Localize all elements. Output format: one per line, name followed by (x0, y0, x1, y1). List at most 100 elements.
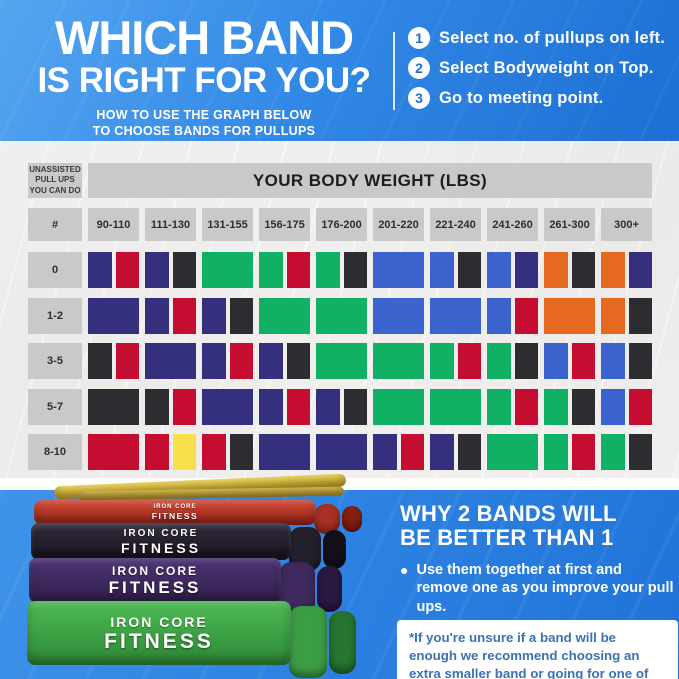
title-block: WHICH BAND IS RIGHT FOR YOU? HOW TO USE … (18, 14, 390, 140)
brand-line1: IRON CORE (110, 613, 208, 630)
band-swatch-red (88, 434, 139, 470)
brand-line2: FITNESS (104, 629, 214, 653)
band-swatch-black (145, 388, 169, 425)
promo-heading: WHY 2 BANDS WILL BE BETTER THAN 1 (400, 502, 676, 550)
band-swatch-royal (544, 343, 568, 379)
band-cell (544, 297, 595, 334)
band-swatch-navy (202, 343, 226, 379)
band-cell (373, 434, 424, 470)
band-swatch-black (628, 297, 652, 334)
band-cell (316, 343, 367, 379)
purple-band-face: IRON CORE FITNESS (29, 558, 281, 603)
green-band-fold2 (329, 611, 356, 674)
band-cell (373, 297, 424, 334)
band-cell (88, 297, 139, 334)
purple-band-fold2 (317, 566, 342, 612)
red-band-fold (314, 504, 340, 534)
band-cell (601, 434, 652, 470)
band-swatch-red (229, 343, 253, 379)
band-swatch-navy (202, 388, 253, 425)
band-swatch-black (571, 252, 595, 288)
brand-line2: FITNESS (120, 539, 202, 556)
band-swatch-navy (514, 252, 538, 288)
band-cell (88, 434, 139, 470)
band-selection-table: UNASSISTED PULL UPS YOU CAN DO YOUR BODY… (28, 163, 652, 480)
band-cell (430, 297, 481, 334)
band-swatch-orange (601, 252, 625, 288)
band-swatch-royal (487, 297, 511, 334)
brand-line1: IRON CORE (111, 564, 198, 578)
red-band-face: IRON CORE FITNESS (34, 500, 316, 525)
band-swatch-black (514, 343, 538, 379)
band-swatch-navy (373, 434, 397, 470)
band-swatch-red (172, 297, 196, 334)
band-swatch-green (487, 388, 511, 425)
row-label: 1-2 (28, 297, 82, 334)
table-row: 3-5 (28, 343, 652, 379)
step-3-text: Go to meeting point. (439, 88, 604, 107)
band-swatch-navy (259, 388, 283, 425)
table-row: 8-10 (28, 434, 652, 470)
band-cell (544, 388, 595, 425)
band-swatch-red (571, 343, 595, 379)
band-swatch-yellow (172, 434, 196, 470)
band-swatch-black (172, 252, 196, 288)
band-cell (88, 388, 139, 425)
step-3: 3 Go to meeting point. (408, 87, 665, 109)
black-band-face: IRON CORE FITNESS (31, 523, 291, 560)
column-header: 300+ (601, 208, 652, 241)
band-cell (88, 343, 139, 379)
band-cell (373, 388, 424, 425)
green-band: IRON CORE FITNESS (27, 601, 291, 665)
promo-bullet-1: ● Use them together at first and remove … (400, 561, 676, 617)
step-2: 2 Select Bodyweight on Top. (408, 57, 665, 79)
row-label: 3-5 (28, 343, 82, 379)
step-1-number-badge: 1 (408, 27, 430, 49)
band-cell (316, 297, 367, 334)
band-swatch-green (544, 434, 568, 470)
band-swatch-red (286, 252, 310, 288)
row-axis-line2: PULL UPS (35, 175, 75, 185)
band-cell (601, 252, 652, 288)
promo-section: IRON CORE FITNESS IRON CORE FITNESS IRON… (0, 473, 679, 679)
band-swatch-black (286, 343, 310, 379)
axis-header-row: UNASSISTED PULL UPS YOU CAN DO YOUR BODY… (28, 163, 652, 198)
band-swatch-black (571, 388, 595, 425)
band-swatch-red (145, 434, 169, 470)
row-axis-line3: YOU CAN DO (29, 185, 81, 195)
band-cell (430, 434, 481, 470)
band-cell (316, 252, 367, 288)
red-band: IRON CORE FITNESS (34, 500, 316, 525)
band-swatch-green (259, 252, 283, 288)
band-swatch-green (202, 252, 253, 288)
band-swatch-navy (259, 343, 283, 379)
subtitle: HOW TO USE THE GRAPH BELOW TO CHOOSE BAN… (18, 107, 390, 140)
subtitle-line2: TO CHOOSE BANDS FOR PULLUPS (92, 124, 316, 139)
band-swatch-navy (145, 297, 169, 334)
column-header-row: # 90-110 111-130 131-155 156-175 176-200 201-… (28, 208, 652, 241)
band-cell (487, 297, 538, 334)
band-cell (430, 343, 481, 379)
band-cell (259, 434, 310, 470)
band-swatch-navy (628, 252, 652, 288)
band-cell (487, 252, 538, 288)
row-axis-label: UNASSISTED PULL UPS YOU CAN DO (28, 163, 82, 198)
band-swatch-red (202, 434, 226, 470)
promo-heading-line1: WHY 2 BANDS WILL (400, 501, 617, 526)
band-swatch-orange (544, 297, 595, 334)
table-row: 0 (28, 252, 652, 288)
column-header: 241-260 (487, 208, 538, 241)
band-swatch-red (514, 297, 538, 334)
band-cell (145, 434, 196, 470)
band-swatch-red (286, 388, 310, 425)
band-swatch-black (457, 252, 481, 288)
band-swatch-royal (601, 388, 625, 425)
band-swatch-green (430, 388, 481, 425)
header-section: WHICH BAND IS RIGHT FOR YOU? HOW TO USE … (0, 0, 679, 141)
band-swatch-red (571, 434, 595, 470)
corner-hash-label: # (28, 208, 82, 241)
band-swatch-orange (544, 252, 568, 288)
band-swatch-green (544, 388, 568, 425)
step-2-text: Select Bodyweight on Top. (439, 58, 654, 77)
band-swatch-navy (316, 388, 340, 425)
